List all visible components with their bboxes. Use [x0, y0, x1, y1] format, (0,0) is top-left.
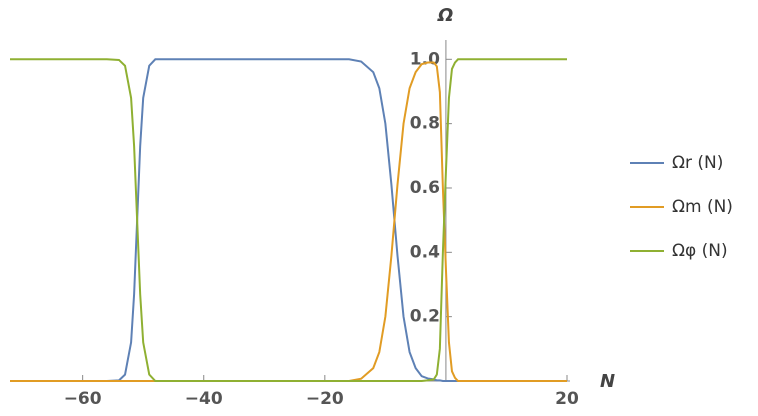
series-line	[10, 58, 567, 382]
legend-label: Ωφ (N)	[672, 241, 728, 261]
y-tick-label: 1.0	[410, 49, 440, 69]
y-tick-label: 0.6	[410, 178, 440, 198]
x-tick-label: −60	[64, 389, 102, 409]
y-axis-label: Ω	[437, 5, 453, 26]
legend-label: Ωm (N)	[672, 197, 733, 217]
y-tick-label: 0.8	[410, 114, 440, 134]
x-tick-label: 20	[555, 389, 579, 409]
x-axis-label: N	[600, 371, 615, 392]
x-tick-label: −40	[185, 389, 223, 409]
series-line	[10, 58, 567, 382]
series-line	[10, 61, 567, 382]
legend-label: Ωr (N)	[672, 153, 723, 173]
y-tick-label: 0.2	[410, 307, 440, 327]
x-tick-label: −20	[306, 389, 344, 409]
y-tick-label: 0.4	[410, 242, 440, 262]
